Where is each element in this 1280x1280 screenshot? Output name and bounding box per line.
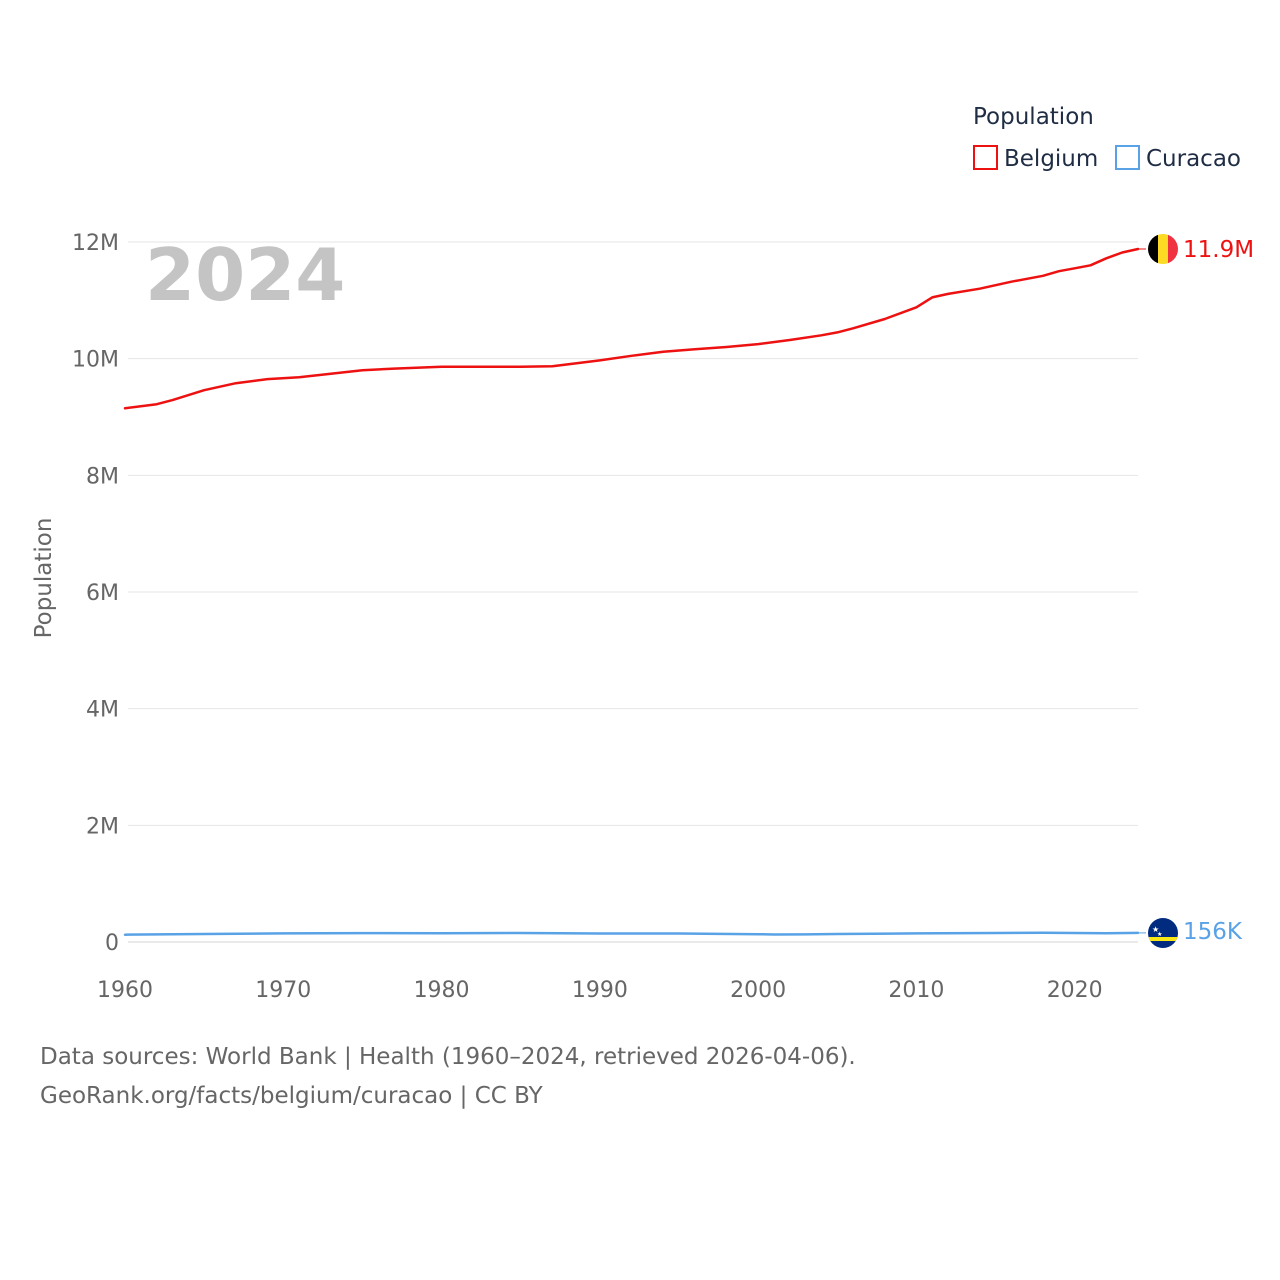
legend-item-belgium[interactable]: Belgium: [973, 145, 1098, 172]
series-group: [123, 247, 1146, 936]
legend: Population Belgium Curacao: [973, 104, 1241, 172]
year-overlay: 2024: [145, 233, 345, 317]
series-line-curacao[interactable]: [123, 931, 1140, 936]
curacao-flag-icon: ★ ★: [1148, 918, 1178, 948]
end-label-curacao: 156K: [1183, 919, 1243, 945]
x-tick-label: 1960: [97, 978, 153, 1003]
x-tick-label: 1980: [414, 978, 470, 1003]
x-tick-label: 1990: [572, 978, 628, 1003]
y-tick-label: 2M: [86, 814, 119, 839]
x-tick-label: 2000: [730, 978, 786, 1003]
footer-data-sources: Data sources: World Bank | Health (1960–…: [40, 1044, 856, 1070]
x-tick-label: 2020: [1047, 978, 1103, 1003]
y-tick-label: 12M: [72, 231, 119, 256]
gridlines: [128, 241, 1138, 943]
y-axis-title: Population: [31, 518, 57, 639]
x-tick-label: 1970: [255, 978, 311, 1003]
legend-label-belgium: Belgium: [1004, 146, 1098, 172]
footer-attribution[interactable]: GeoRank.org/facts/belgium/curacao | CC B…: [40, 1083, 543, 1109]
svg-text:★: ★: [1152, 925, 1159, 934]
belgium-flag-icon: [1148, 234, 1178, 264]
legend-label-curacao: Curacao: [1146, 146, 1241, 172]
x-tick-label: 2010: [888, 978, 944, 1003]
y-tick-label: 10M: [72, 348, 119, 373]
series-line-belgium[interactable]: [123, 247, 1140, 410]
svg-text:★: ★: [1157, 931, 1162, 938]
end-label-belgium: 11.9M: [1183, 237, 1254, 263]
legend-title: Population: [973, 104, 1094, 130]
y-axis-ticks: 0 2M 4M 6M 8M 10M 12M: [72, 231, 119, 956]
y-tick-label: 4M: [86, 698, 119, 723]
y-tick-label: 0: [105, 931, 119, 956]
legend-item-curacao[interactable]: Curacao: [1115, 145, 1241, 172]
x-axis-ticks: 1960 1970 1980 1990 2000 2010 2020: [97, 978, 1103, 1003]
y-tick-label: 6M: [86, 581, 119, 606]
y-tick-label: 8M: [86, 464, 119, 489]
legend-swatch-curacao: [1115, 145, 1140, 170]
legend-swatch-belgium: [973, 145, 998, 170]
